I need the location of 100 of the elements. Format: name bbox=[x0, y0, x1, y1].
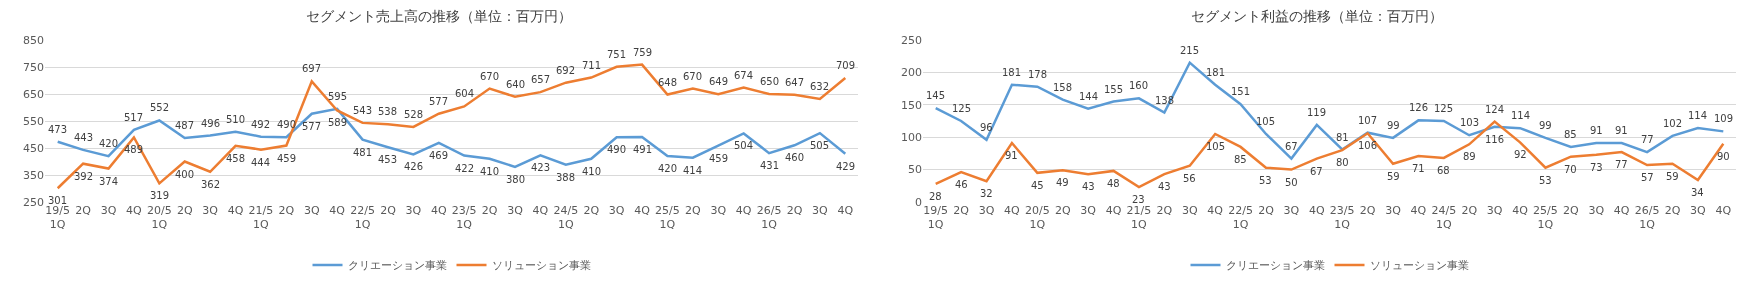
y-tick-label: 250 bbox=[23, 195, 44, 209]
data-label: 487 bbox=[175, 120, 195, 131]
data-label: 151 bbox=[1231, 86, 1251, 97]
x-tick-label: 2Q bbox=[786, 204, 803, 217]
data-label: 59 bbox=[1666, 171, 1679, 182]
data-label: 362 bbox=[201, 179, 221, 190]
data-label: 420 bbox=[99, 138, 119, 149]
y-tick-label: 650 bbox=[23, 87, 44, 101]
data-label: 114 bbox=[1688, 110, 1708, 121]
data-label: 431 bbox=[760, 160, 780, 171]
x-tick-label: 2Q bbox=[481, 204, 498, 217]
x-tick-label: 26/5 1Q bbox=[756, 204, 782, 232]
data-label: 105 bbox=[1256, 116, 1276, 127]
legend-label: クリエーション事業 bbox=[347, 259, 447, 273]
y-tick-label: 150 bbox=[901, 98, 922, 112]
data-label: 56 bbox=[1183, 173, 1196, 184]
data-label: 57 bbox=[1641, 172, 1654, 183]
x-tick-label: 2Q bbox=[75, 204, 92, 217]
y-tick-label: 550 bbox=[23, 114, 44, 128]
data-label: 109 bbox=[1714, 113, 1734, 124]
x-tick-label: 2Q bbox=[278, 204, 295, 217]
x-tick-label: 3Q bbox=[608, 204, 625, 217]
data-label: 103 bbox=[1460, 117, 1480, 128]
data-label: 481 bbox=[353, 147, 373, 158]
data-label: 632 bbox=[810, 81, 830, 92]
data-label: 648 bbox=[658, 77, 678, 88]
data-label: 49 bbox=[1056, 177, 1069, 188]
data-label: 711 bbox=[582, 60, 602, 71]
data-label: 45 bbox=[1031, 180, 1044, 191]
data-label: 692 bbox=[556, 65, 576, 76]
x-tick-label: 3Q bbox=[405, 204, 422, 217]
data-label: 473 bbox=[48, 124, 68, 135]
x-tick-label: 26/5 1Q bbox=[1634, 204, 1660, 232]
data-label: 85 bbox=[1234, 154, 1247, 165]
data-label: 53 bbox=[1539, 175, 1552, 186]
x-tick-label: 4Q bbox=[634, 204, 651, 217]
x-tick-label: 23/5 1Q bbox=[1329, 204, 1355, 232]
x-tick-label: 3Q bbox=[1181, 204, 1198, 217]
data-label: 107 bbox=[1358, 115, 1378, 126]
x-tick-label: 22/5 1Q bbox=[1228, 204, 1253, 232]
data-label: 374 bbox=[99, 176, 119, 187]
data-label: 410 bbox=[480, 166, 500, 177]
data-label: 380 bbox=[506, 174, 526, 185]
data-label: 106 bbox=[1358, 140, 1378, 151]
data-label: 68 bbox=[1437, 165, 1450, 176]
y-tick-label: 100 bbox=[901, 131, 922, 145]
y-tick-label: 850 bbox=[23, 33, 44, 47]
x-tick-label: 3Q bbox=[303, 204, 320, 217]
data-label: 77 bbox=[1641, 134, 1654, 145]
data-label: 71 bbox=[1412, 163, 1425, 174]
data-label: 443 bbox=[74, 132, 94, 143]
data-label: 589 bbox=[328, 117, 348, 128]
data-label: 392 bbox=[74, 171, 94, 182]
data-label: 99 bbox=[1539, 120, 1552, 131]
x-tick-label: 2Q bbox=[1156, 204, 1173, 217]
data-label: 543 bbox=[353, 105, 373, 116]
data-label: 34 bbox=[1691, 187, 1704, 198]
data-label: 155 bbox=[1104, 84, 1124, 95]
x-tick-label: 2Q bbox=[1258, 204, 1275, 217]
x-tick-label: 22/5 1Q bbox=[350, 204, 375, 232]
x-tick-label: 2Q bbox=[583, 204, 600, 217]
y-tick-label: 250 bbox=[901, 33, 922, 47]
data-label: 453 bbox=[378, 154, 398, 165]
x-tick-label: 4Q bbox=[430, 204, 447, 217]
data-label: 124 bbox=[1485, 104, 1505, 115]
data-label: 492 bbox=[251, 119, 271, 130]
y-tick-label: 450 bbox=[23, 141, 44, 155]
data-label: 89 bbox=[1463, 151, 1476, 162]
data-label: 91 bbox=[1005, 150, 1018, 161]
data-label: 400 bbox=[175, 169, 195, 180]
x-tick-label: 20/5 1Q bbox=[146, 204, 172, 232]
data-label: 178 bbox=[1028, 69, 1048, 80]
x-tick-label: 3Q bbox=[507, 204, 524, 217]
data-label: 67 bbox=[1285, 141, 1298, 152]
data-label: 181 bbox=[1002, 67, 1022, 78]
data-label: 48 bbox=[1107, 178, 1120, 189]
data-label: 496 bbox=[201, 118, 221, 129]
x-tick-label: 3Q bbox=[978, 204, 995, 217]
y-tick-label: 350 bbox=[23, 168, 44, 182]
x-tick-label: 20/5 1Q bbox=[1024, 204, 1050, 232]
x-tick-label: 4Q bbox=[1207, 204, 1224, 217]
data-label: 81 bbox=[1336, 132, 1349, 143]
data-label: 319 bbox=[150, 190, 170, 201]
data-label: 50 bbox=[1285, 177, 1298, 188]
x-tick-label: 4Q bbox=[1613, 204, 1630, 217]
x-tick-label: 4Q bbox=[1410, 204, 1427, 217]
data-label: 491 bbox=[633, 144, 653, 155]
x-tick-label: 2Q bbox=[1563, 204, 1580, 217]
data-label: 125 bbox=[1434, 103, 1454, 114]
data-label: 116 bbox=[1485, 134, 1505, 145]
x-tick-label: 3Q bbox=[1080, 204, 1097, 217]
y-tick-label: 50 bbox=[908, 163, 922, 177]
x-tick-label: 2Q bbox=[953, 204, 970, 217]
data-label: 91 bbox=[1590, 125, 1603, 136]
data-label: 538 bbox=[378, 106, 398, 117]
x-tick-label: 3Q bbox=[710, 204, 727, 217]
data-label: 577 bbox=[429, 96, 449, 107]
data-label: 90 bbox=[1717, 151, 1730, 162]
x-tick-label: 3Q bbox=[202, 204, 219, 217]
data-label: 510 bbox=[226, 114, 246, 125]
